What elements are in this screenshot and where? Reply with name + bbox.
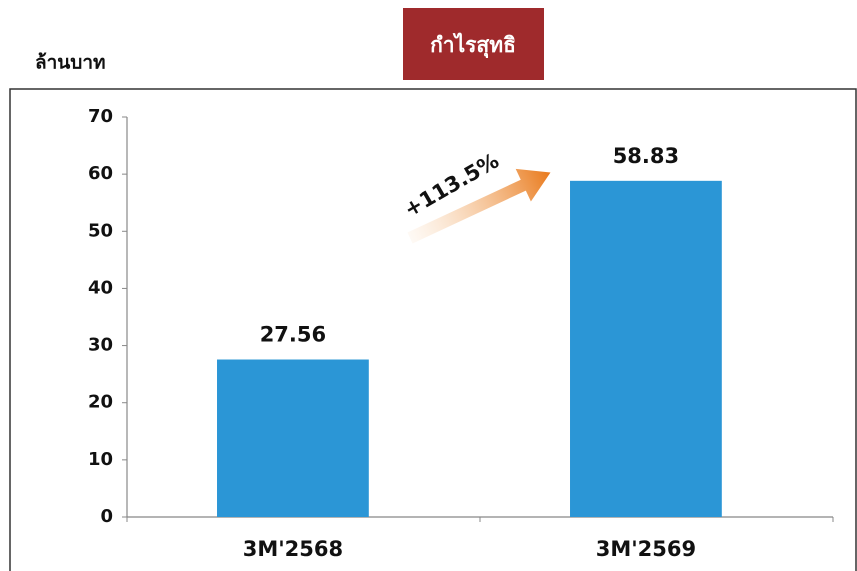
y-axis-label: ล้านบาท: [35, 52, 106, 74]
value-label: 27.56: [260, 323, 326, 347]
x-tick-label: 3M'2569: [596, 537, 696, 561]
frame: [9, 88, 857, 571]
bar: [217, 359, 369, 517]
y-tick-label: 10: [88, 449, 113, 470]
title-box: [403, 8, 544, 80]
y-tick-label: 60: [88, 163, 113, 184]
growth-arrow: [407, 168, 551, 244]
y-tick-label: 20: [88, 392, 113, 413]
y-tick-label: 50: [88, 220, 113, 241]
bar: [570, 180, 722, 518]
y-tick-label: 30: [88, 335, 113, 356]
y-tick-label: 70: [88, 106, 113, 127]
x-tick-label: 3M'2568: [243, 537, 343, 561]
value-label: 58.83: [613, 144, 679, 168]
y-tick-label: 0: [100, 506, 113, 527]
y-tick-label: 40: [88, 277, 113, 298]
annotation: +113.5%: [400, 148, 503, 221]
chart-title: กำไรสุทธิ: [430, 32, 516, 59]
